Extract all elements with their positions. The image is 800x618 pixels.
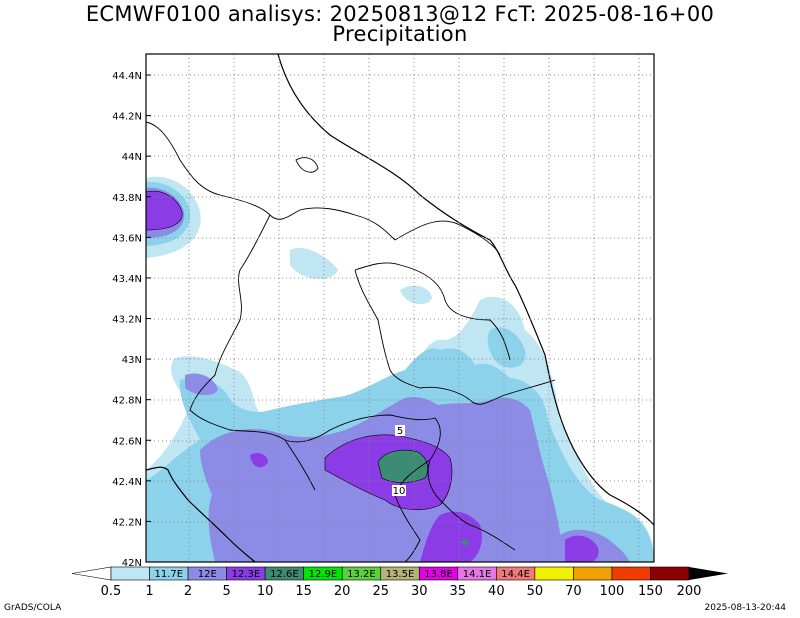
- longitude-label: 13.8E: [424, 569, 453, 580]
- latitude-label: 43.2N: [112, 315, 142, 326]
- region-border-8: [394, 459, 431, 562]
- colorbar-box: [110, 566, 150, 581]
- latitude-label: 42.8N: [112, 396, 142, 407]
- colorbar-level-label: 50: [526, 584, 544, 599]
- colorbar-level-label: 15: [295, 584, 312, 599]
- longitude-label: 12.3E: [232, 569, 261, 580]
- colorbar-level-label: 20: [333, 584, 351, 599]
- colorbar-level-label: 5: [222, 584, 231, 599]
- colorbar-level-label: 150: [638, 584, 663, 599]
- region-border-9: [469, 524, 516, 551]
- latitude-label: 42.2N: [112, 517, 142, 528]
- precip-area-purple-w: [185, 373, 218, 396]
- colorbar-level-label: 1: [145, 584, 154, 599]
- grid-lines: [146, 54, 654, 562]
- colorbar-high-arrow: [689, 567, 728, 580]
- footer-credit: GrADS/COLA: [4, 603, 62, 613]
- longitude-label: 13.5E: [386, 569, 415, 580]
- region-border-10: [295, 157, 319, 173]
- footer-timestamp: 2025-08-13-20:44: [704, 603, 787, 613]
- latitude-label: 42N: [122, 558, 142, 569]
- latitude-label: 43.8N: [112, 193, 142, 204]
- precip-area-central: [290, 247, 338, 280]
- latitude-label: 42.4N: [112, 477, 142, 488]
- latitude-label: 44.2N: [112, 112, 142, 123]
- plot-frame: [145, 53, 655, 563]
- region-border-7: [284, 414, 471, 526]
- region-border-4: [354, 262, 511, 361]
- colorbar-level-label: 30: [410, 584, 428, 599]
- colorbar-box: [534, 566, 574, 581]
- colorbar-level-label: 100: [599, 584, 625, 599]
- precip-area-core: [378, 450, 428, 483]
- longitude-label: 12.9E: [309, 569, 338, 580]
- colorbar-level-label: 25: [372, 584, 389, 599]
- contour-label-5: 5: [395, 425, 405, 437]
- longitude-label: 14.1E: [463, 569, 492, 580]
- colorbar-box: [573, 566, 613, 581]
- colorbar-box: [650, 566, 690, 581]
- latitude-label: 44.4N: [112, 71, 142, 82]
- precip-area-violet-nw: [146, 191, 183, 230]
- longitude-label: 14.4E: [501, 569, 530, 580]
- colorbar-level-label: 40: [488, 584, 505, 599]
- latitude-label: 43.6N: [112, 233, 142, 244]
- west-coastline: [146, 466, 256, 562]
- latitude-label: 43.4N: [112, 274, 142, 285]
- region-border-6: [419, 379, 556, 405]
- colorbar-level-label: 35: [449, 584, 467, 599]
- colorbar-level-label: 70: [565, 584, 582, 599]
- contour-label-10: 10: [392, 485, 406, 497]
- region-border-3: [189, 214, 316, 491]
- latitude-label: 42.6N: [112, 436, 142, 447]
- precip-area-violet-sw: [250, 452, 268, 468]
- longitude-label: 12E: [198, 569, 217, 580]
- colorbar-box: [611, 566, 651, 581]
- region-border-2: [394, 220, 501, 256]
- colorbar-level-label: 200: [676, 584, 702, 599]
- longitude-label: 11.7E: [155, 569, 184, 580]
- map-title: ECMWF0100 analisys: 20250813@12 FcT: 202…: [85, 2, 715, 26]
- region-border-5: [354, 269, 421, 389]
- precip-area-violet-se: [565, 535, 599, 562]
- svg-text:10: 10: [393, 486, 406, 497]
- colorbar-level-label: 10: [256, 584, 274, 599]
- svg-text:5: 5: [397, 426, 403, 437]
- colorbar-level-label: 2: [183, 584, 193, 599]
- precip-area-violet-south: [420, 511, 482, 562]
- latitude-label: 44N: [122, 152, 142, 163]
- longitude-label: 13.2E: [347, 569, 376, 580]
- colorbar-low-arrow: [71, 566, 112, 581]
- colorbar: 11.7E 12E 12.3E 12.6E 12.9E 13.2E 13.5E 13.8E 14…: [71, 566, 728, 581]
- latitude-labels: 44.4N 44.2N 44N 43.8N 43.6N 43.4N 43.2N 43N 42.8…: [112, 71, 151, 569]
- latitude-label: 43N: [122, 355, 142, 366]
- longitude-label: 12.6E: [270, 569, 299, 580]
- map-subtitle: Precipitation: [332, 22, 468, 46]
- colorbar-level-label: 0.5: [100, 584, 122, 599]
- precip-area-core-small: [461, 539, 469, 546]
- coastline: [277, 54, 654, 526]
- precip-area-small: [400, 285, 432, 305]
